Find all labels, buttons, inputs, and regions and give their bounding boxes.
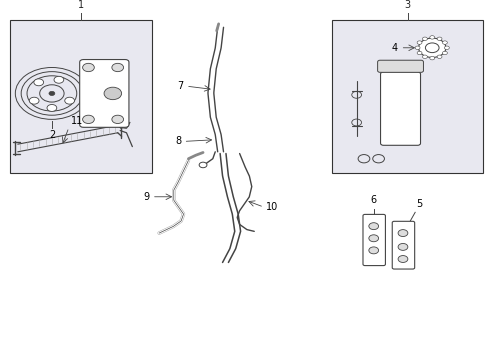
Text: 3: 3 (404, 0, 410, 10)
Text: 4: 4 (391, 43, 397, 53)
FancyBboxPatch shape (362, 215, 385, 266)
Circle shape (422, 37, 427, 41)
Circle shape (436, 37, 441, 41)
Bar (331, 21, 483, 172)
Text: 7: 7 (177, 81, 183, 91)
FancyBboxPatch shape (80, 59, 129, 127)
Circle shape (112, 63, 123, 72)
Circle shape (436, 55, 441, 58)
Text: 10: 10 (266, 202, 278, 212)
Circle shape (422, 55, 427, 58)
Circle shape (397, 243, 407, 250)
Bar (10, 21, 152, 172)
Text: 6: 6 (370, 195, 376, 206)
Circle shape (444, 46, 448, 50)
Text: 1: 1 (78, 0, 84, 10)
Text: 9: 9 (143, 192, 149, 202)
Circle shape (416, 51, 421, 55)
Circle shape (368, 223, 378, 230)
Circle shape (34, 79, 43, 86)
Circle shape (414, 46, 419, 50)
Circle shape (429, 57, 434, 60)
Circle shape (64, 97, 74, 104)
Text: 2: 2 (49, 130, 55, 140)
Circle shape (104, 87, 122, 100)
Circle shape (199, 162, 206, 168)
Circle shape (82, 115, 94, 123)
Circle shape (397, 256, 407, 262)
Circle shape (47, 104, 57, 111)
Circle shape (368, 247, 378, 254)
Circle shape (54, 76, 63, 83)
Circle shape (429, 36, 434, 39)
Circle shape (49, 91, 55, 95)
Circle shape (29, 97, 39, 104)
Circle shape (82, 63, 94, 72)
Text: 5: 5 (416, 199, 422, 209)
Circle shape (442, 41, 447, 44)
Circle shape (442, 51, 447, 55)
Circle shape (368, 235, 378, 242)
Circle shape (397, 230, 407, 237)
FancyBboxPatch shape (377, 60, 423, 72)
Circle shape (418, 38, 445, 58)
FancyBboxPatch shape (391, 221, 414, 269)
Circle shape (112, 115, 123, 123)
FancyBboxPatch shape (380, 72, 420, 145)
Text: 8: 8 (175, 136, 181, 147)
Circle shape (416, 41, 421, 44)
Text: 11: 11 (71, 116, 83, 126)
